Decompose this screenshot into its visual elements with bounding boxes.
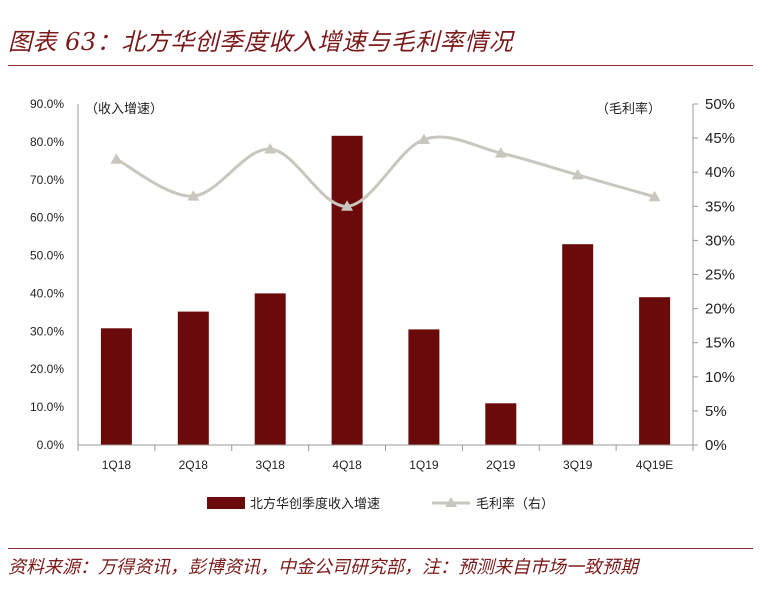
bar bbox=[485, 403, 517, 445]
right-tick-label: 5% bbox=[705, 403, 727, 420]
margin-point bbox=[264, 143, 277, 154]
x-tick-label: 1Q18 bbox=[102, 458, 132, 472]
margin-point bbox=[494, 147, 507, 158]
source-rule bbox=[8, 548, 753, 549]
right-tick-label: 45% bbox=[705, 130, 735, 147]
left-tick-label: 60.0% bbox=[30, 211, 64, 225]
figure-title: 图表 63：北方华创季度收入增速与毛利率情况 bbox=[8, 28, 514, 56]
left-tick-label: 50.0% bbox=[30, 249, 64, 263]
right-tick-label: 20% bbox=[705, 301, 735, 318]
bar bbox=[639, 297, 671, 445]
left-tick-label: 70.0% bbox=[30, 173, 64, 187]
margin-point bbox=[110, 153, 123, 164]
margin-point bbox=[341, 200, 354, 211]
margin-line bbox=[115, 135, 656, 208]
legend-line-marker bbox=[445, 497, 457, 507]
bar bbox=[562, 244, 594, 445]
left-tick-label: 30.0% bbox=[30, 324, 64, 338]
left-tick-label: 0.0% bbox=[37, 438, 65, 452]
figure-source: 资料来源：万得资讯，彭博资讯，中金公司研究部，注：预测来自市场一致预期 bbox=[8, 557, 638, 578]
x-tick-label: 4Q18 bbox=[332, 458, 362, 472]
margin-point bbox=[648, 190, 661, 202]
left-tick-label: 90.0% bbox=[30, 97, 64, 111]
right-tick-label: 15% bbox=[705, 335, 735, 352]
x-tick-label: 4Q19E bbox=[636, 458, 673, 472]
right-axis-label: （毛利率） bbox=[596, 101, 661, 117]
right-tick-label: 0% bbox=[705, 437, 727, 454]
bar-series bbox=[100, 135, 671, 446]
right-tick-label: 35% bbox=[705, 198, 735, 215]
legend: 北方华创季度收入增速 毛利率（右） bbox=[207, 496, 554, 512]
margin-point bbox=[571, 168, 584, 180]
x-tick-label: 3Q18 bbox=[256, 458, 286, 472]
legend-line-label: 毛利率（右） bbox=[476, 496, 554, 512]
left-tick-label: 80.0% bbox=[30, 135, 64, 149]
bar bbox=[331, 135, 363, 446]
right-tick-label: 25% bbox=[705, 267, 735, 284]
left-tick-label: 20.0% bbox=[30, 362, 64, 376]
margin-point bbox=[187, 190, 200, 201]
bar bbox=[254, 293, 286, 445]
title-rule bbox=[8, 65, 753, 66]
bar bbox=[177, 311, 209, 445]
x-tick-label: 3Q19 bbox=[563, 458, 593, 472]
left-axis-label: （收入增速） bbox=[85, 102, 163, 117]
left-tick-label: 10.0% bbox=[30, 400, 64, 414]
axes: 1Q18 2Q18 3Q18 4Q18 1Q19 2Q19 3Q19 4Q19E 0.0% 10.… bbox=[30, 96, 735, 472]
right-tick-label: 50% bbox=[705, 96, 735, 113]
legend-bar-label: 北方华创季度收入增速 bbox=[250, 496, 380, 512]
right-tick-label: 10% bbox=[705, 369, 735, 386]
legend-bar-swatch bbox=[207, 497, 245, 509]
x-tick-label: 2Q18 bbox=[179, 458, 209, 472]
margin-point bbox=[417, 133, 430, 144]
x-tick-label: 1Q19 bbox=[409, 458, 439, 472]
line-series bbox=[110, 133, 661, 211]
x-tick-label: 2Q19 bbox=[486, 458, 516, 472]
right-tick-label: 40% bbox=[705, 164, 735, 181]
right-tick-label: 30% bbox=[705, 232, 735, 249]
left-tick-label: 40.0% bbox=[30, 286, 64, 300]
bar bbox=[100, 328, 132, 445]
bar bbox=[408, 329, 440, 445]
